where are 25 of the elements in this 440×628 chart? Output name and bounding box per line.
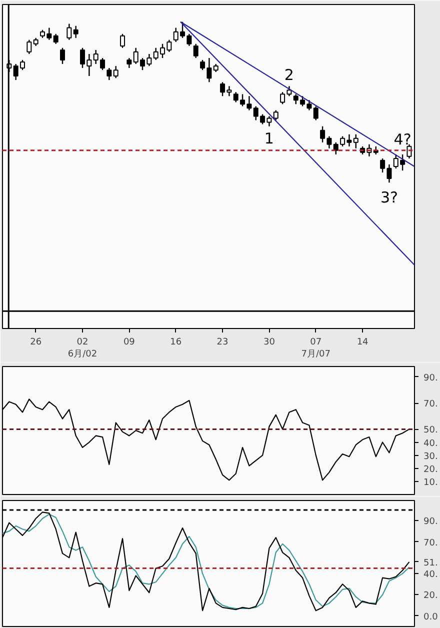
y-tick-label: 90. bbox=[424, 517, 438, 528]
y-tick-label: 50. bbox=[424, 426, 438, 436]
y-tick-label: 70. bbox=[424, 538, 438, 548]
x-tick-label: 30 bbox=[263, 338, 276, 348]
x-tick-label: 09 bbox=[123, 338, 136, 348]
y-tick-label: 40. bbox=[424, 570, 438, 580]
x-tick-label: 07 7月/07 bbox=[301, 338, 330, 360]
annotation: 1 bbox=[264, 129, 274, 148]
y-tick-label: 20. bbox=[424, 591, 438, 602]
x-tick-label: 16 bbox=[170, 338, 182, 348]
x-tick-label: 14 bbox=[356, 338, 369, 348]
y-tick-label: 30. bbox=[424, 452, 438, 462]
y-tick-label: 70. bbox=[424, 400, 438, 410]
y-tick-label: 20. bbox=[424, 464, 438, 475]
annotation: 4? bbox=[394, 130, 412, 148]
annotation: 2 bbox=[284, 66, 294, 84]
y-tick-label: 40. bbox=[424, 438, 438, 449]
x-tick-label: 02 6月/02 bbox=[68, 338, 98, 360]
y-tick-label: 90. bbox=[424, 373, 438, 384]
y-tick-label: 0.0 bbox=[424, 612, 438, 622]
y-tick-label: 51. bbox=[424, 558, 438, 568]
x-tick-label: 26 bbox=[30, 338, 42, 348]
y-tick-label: 10. bbox=[424, 478, 438, 488]
annotation: 3? bbox=[380, 188, 398, 207]
x-tick-label: 23 bbox=[216, 338, 228, 348]
